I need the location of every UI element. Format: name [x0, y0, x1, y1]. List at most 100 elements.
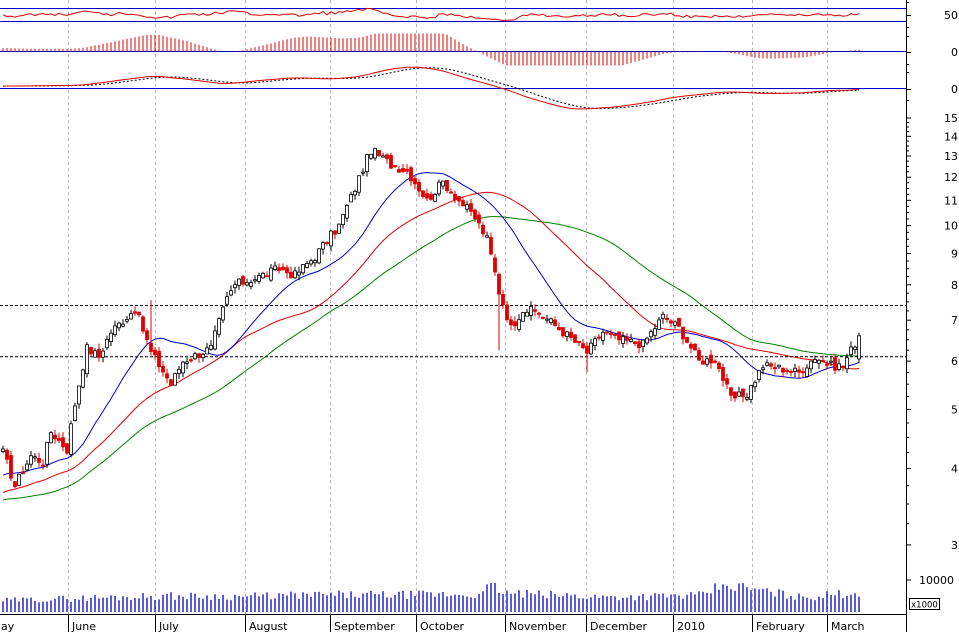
candle-body: [597, 336, 601, 339]
candle-body: [437, 181, 441, 195]
candle-body: [817, 359, 821, 364]
candle-body: [493, 257, 497, 273]
candle-body: [345, 204, 349, 219]
candle-body: [537, 312, 541, 315]
candle-body: [685, 337, 689, 343]
candle-body: [37, 457, 41, 463]
candle-body: [581, 343, 585, 349]
signal-line: [2, 67, 860, 109]
candle-body: [557, 326, 561, 331]
candle-body: [61, 437, 65, 448]
candle-body: [605, 331, 609, 334]
candle-body: [237, 278, 241, 286]
candle-body: [833, 357, 837, 371]
candle-body: [541, 316, 545, 319]
candle-body: [161, 365, 165, 373]
candle-body: [473, 209, 477, 220]
candle-body: [125, 319, 129, 322]
candle-body: [121, 323, 125, 327]
candle-body: [313, 260, 317, 264]
moving-average-medium: [2, 191, 860, 494]
candle-body: [681, 326, 685, 340]
candle-body: [149, 342, 153, 352]
candle-body: [801, 371, 805, 374]
candle-body: [857, 335, 861, 360]
candle-body: [165, 373, 169, 379]
candle-body: [461, 200, 465, 207]
candle-body: [361, 171, 365, 174]
candle-body: [845, 357, 849, 370]
candle-body: [365, 154, 369, 173]
candle-body: [629, 338, 633, 342]
candle-body: [805, 367, 809, 377]
indicator-tick-label: 0: [951, 46, 958, 59]
candle-body: [45, 441, 49, 465]
candle-body: [25, 463, 29, 471]
candle-body: [9, 455, 13, 479]
candle-body: [741, 388, 745, 398]
candle-body: [341, 214, 345, 226]
candle-body: [193, 353, 197, 360]
indicator-panels: [0, 7, 906, 110]
candle-body: [433, 193, 437, 202]
candle-body: [405, 168, 409, 172]
candle-body: [177, 369, 181, 374]
candle-body: [585, 345, 589, 354]
macd-line: [2, 66, 860, 110]
candle-body: [525, 311, 529, 317]
candle-body: [233, 284, 237, 289]
candle-body: [609, 332, 613, 335]
candle-body: [337, 223, 341, 234]
candle-body: [529, 306, 533, 316]
candle-body: [21, 471, 25, 475]
candle-body: [265, 275, 269, 278]
candle-body: [829, 360, 833, 363]
candle-body: [201, 353, 205, 359]
candle-body: [377, 149, 381, 157]
candle-body: [761, 367, 765, 370]
candle-body: [369, 153, 373, 159]
candle-body: [393, 165, 397, 168]
candle-body: [457, 196, 461, 202]
candle-body: [421, 190, 425, 197]
candle-body: [57, 437, 61, 441]
month-label: 2010: [677, 620, 705, 632]
candle-body: [89, 346, 93, 355]
candle-body: [689, 343, 693, 349]
candle-body: [245, 282, 249, 286]
candle-body: [789, 370, 793, 373]
candle-body: [513, 321, 517, 327]
price-tick-label: 3: [951, 539, 958, 552]
candle-body: [641, 339, 645, 348]
candle-body: [261, 272, 265, 279]
candle-body: [169, 379, 173, 386]
candle-body: [301, 264, 305, 274]
price-tick-label: 5: [951, 403, 958, 416]
candle-body: [117, 322, 121, 329]
candle-body: [673, 321, 677, 326]
candle-body: [773, 367, 777, 370]
candle-body: [561, 327, 565, 337]
moving-average-short: [2, 172, 860, 476]
candle-body: [357, 175, 361, 193]
candle-body: [213, 330, 217, 350]
candlesticks: [1, 147, 861, 489]
candle-body: [821, 360, 825, 363]
candle-body: [429, 193, 433, 200]
volume-tick-label: 10000: [919, 574, 954, 587]
candle-body: [409, 167, 413, 182]
month-gridlines: [68, 0, 828, 614]
candle-body: [77, 385, 81, 405]
volume-unit-label: x1000: [911, 601, 938, 611]
price-tick-label: 12: [944, 171, 958, 184]
candle-body: [381, 155, 385, 158]
candle-body: [637, 341, 641, 349]
candle-body: [809, 360, 813, 370]
candle-body: [305, 262, 309, 268]
candle-body: [549, 318, 553, 323]
candle-body: [749, 385, 753, 400]
candle-body: [505, 304, 509, 321]
candle-body: [725, 378, 729, 385]
candle-body: [521, 312, 525, 322]
